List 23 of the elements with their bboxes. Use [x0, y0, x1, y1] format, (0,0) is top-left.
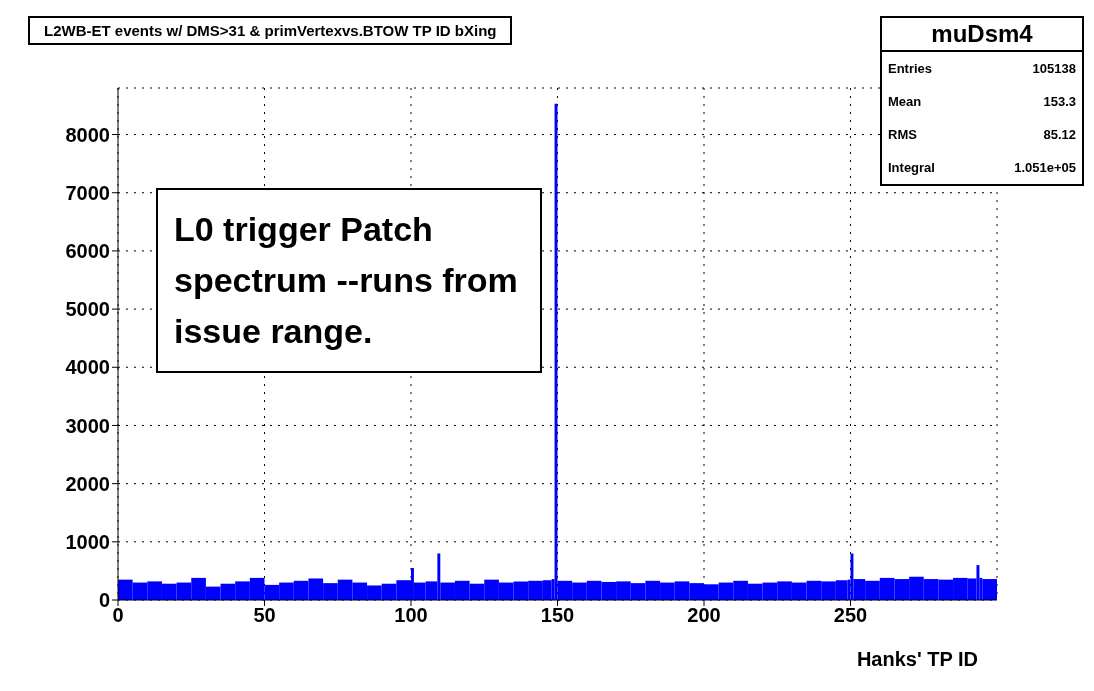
annotation: L0 trigger Patch spectrum --runs from issue range.: [156, 188, 542, 373]
y-tick-label: 8000: [65, 123, 110, 146]
text: muDsm4: [882, 18, 1082, 52]
x-tick-label: 250: [833, 604, 868, 627]
y-tick-label: 6000: [65, 240, 110, 263]
x-tick-label: 150: [540, 604, 575, 627]
text: Mean 153.3: [888, 94, 1076, 109]
text: Entries 105138: [888, 61, 1076, 76]
text: Integral 1.051e+05: [888, 160, 1076, 175]
x-tick-label: 200: [687, 604, 721, 627]
y-tick-label: 2000: [65, 472, 110, 495]
y-tick-label: 3000: [65, 414, 110, 437]
x-tick-label: 50: [253, 604, 276, 627]
y-tick-label: 7000: [65, 181, 110, 204]
text: RMS 85.12: [888, 127, 1076, 142]
y-tick-label: 0: [98, 589, 110, 612]
x-axis-title: Hanks' TP ID: [856, 648, 978, 671]
x-tick-label: 100: [394, 604, 428, 627]
x-tick-label: 0: [112, 604, 124, 627]
y-tick-label: 4000: [65, 356, 110, 379]
y-tick-label: 5000: [65, 298, 110, 321]
y-tick-label: 1000: [65, 530, 110, 553]
chart-title: L2WB-ET events w/ DMS>31 & primVertexvs.BTOW TP ID bXing: [28, 16, 513, 45]
